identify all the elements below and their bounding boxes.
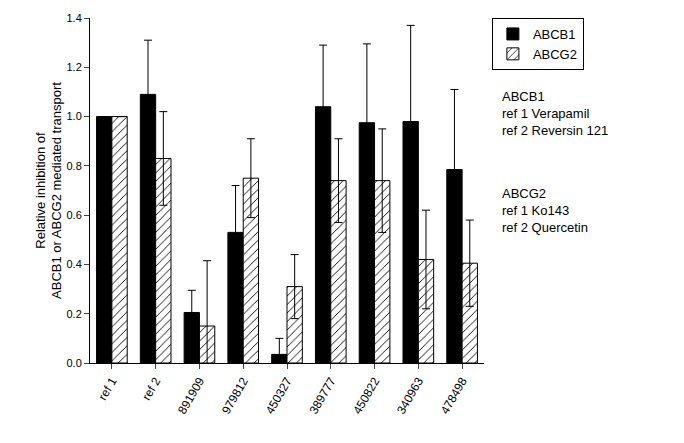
svg-text:340963: 340963: [394, 375, 426, 417]
svg-text:891909: 891909: [175, 375, 207, 417]
svg-text:ABCB1: ABCB1: [533, 27, 576, 42]
svg-text:ref 2: ref 2: [139, 375, 163, 403]
svg-text:ABCG2ref 1 Ko143ref 2 Querceti: ABCG2ref 1 Ko143ref 2 Quercetin: [502, 186, 588, 235]
svg-text:450822: 450822: [350, 375, 382, 417]
svg-text:0.8: 0.8: [67, 160, 82, 172]
svg-text:Relative inhibition ofABCB1 or: Relative inhibition ofABCB1 or ABCG2 med…: [33, 82, 65, 299]
svg-text:1.2: 1.2: [67, 61, 82, 73]
svg-text:ABCG2: ABCG2: [533, 47, 577, 62]
svg-text:0.4: 0.4: [67, 258, 82, 270]
svg-text:979812: 979812: [219, 375, 251, 417]
svg-text:478498: 478498: [438, 375, 470, 417]
svg-text:ref 1: ref 1: [96, 375, 120, 403]
svg-text:1.4: 1.4: [67, 12, 82, 24]
svg-text:450327: 450327: [263, 375, 295, 417]
svg-text:1.0: 1.0: [67, 110, 82, 122]
svg-text:0.6: 0.6: [67, 209, 82, 221]
svg-text:ABCB1ref 1 Verapamilref 2 Reve: ABCB1ref 1 Verapamilref 2 Reversin 121: [502, 89, 608, 138]
svg-text:0.2: 0.2: [67, 308, 82, 320]
svg-text:0.0: 0.0: [67, 357, 82, 369]
svg-text:389777: 389777: [306, 375, 338, 417]
